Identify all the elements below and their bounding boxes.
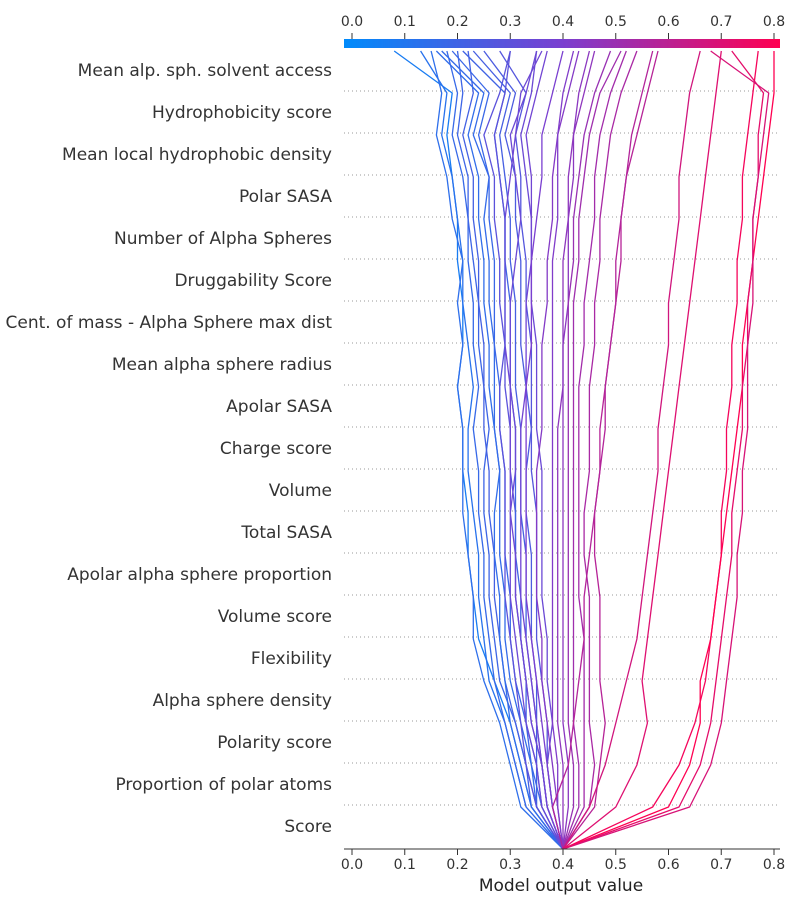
bottom-tick-label: 0.4 <box>552 857 574 873</box>
x-axis-title: Model output value <box>479 876 643 896</box>
series-line <box>451 50 564 850</box>
series-line <box>562 50 701 850</box>
series-line <box>483 50 564 850</box>
bottom-tick-label: 0.8 <box>763 857 785 873</box>
feature-label: Total SASA <box>240 523 332 543</box>
series-line <box>441 50 564 850</box>
bottom-tick-label: 0.1 <box>394 857 416 873</box>
feature-label: Charge score <box>220 439 332 459</box>
feature-label: Apolar alpha sphere proportion <box>67 565 332 585</box>
series-line <box>562 50 765 850</box>
bottom-tick-label: 0.7 <box>710 857 732 873</box>
bottom-tick-label: 0.0 <box>341 857 363 873</box>
top-tick-label: 0.3 <box>499 14 521 30</box>
feature-label: Apolar SASA <box>226 397 332 417</box>
series-line <box>430 50 564 850</box>
series-line <box>562 50 612 850</box>
series-line <box>562 50 591 850</box>
series-line <box>562 50 622 850</box>
feature-label: Polar SASA <box>239 187 332 207</box>
series-line <box>551 50 575 850</box>
grid-lines <box>344 90 780 806</box>
series-line <box>504 50 564 850</box>
series-line <box>520 50 564 850</box>
series-line <box>562 50 627 850</box>
colorbar <box>344 39 780 48</box>
top-tick-label: 0.7 <box>710 14 732 30</box>
series-line <box>435 50 564 850</box>
bottom-axis: 0.0 0.1 0.2 0.3 0.4 0.5 0.6 0.7 0.8 <box>341 849 785 873</box>
feature-label: Volume score <box>218 607 332 627</box>
feature-label: Score <box>284 817 332 837</box>
feature-label: Mean local hydrophobic density <box>62 145 332 165</box>
feature-label: Hydrophobicity score <box>152 103 332 123</box>
top-tick-label: 0.5 <box>605 14 627 30</box>
feature-label: Number of Alpha Spheres <box>114 229 332 249</box>
feature-label: Alpha sphere density <box>153 691 332 711</box>
top-tick-label: 0.0 <box>341 14 363 30</box>
top-tick-label: 0.6 <box>657 14 679 30</box>
feature-label: Druggability Score <box>174 271 332 291</box>
series-line <box>562 50 659 850</box>
feature-label: Mean alp. sph. solvent access <box>78 61 332 81</box>
bottom-tick-label: 0.2 <box>446 857 468 873</box>
series-line <box>493 50 564 850</box>
series-line <box>509 50 564 850</box>
feature-label: Mean alpha sphere radius <box>112 355 332 375</box>
series-line <box>562 50 722 850</box>
series-line <box>535 50 580 850</box>
series-line <box>557 50 596 849</box>
top-tick-label: 0.4 <box>552 14 574 30</box>
feature-label: Proportion of polar atoms <box>115 775 332 795</box>
series-line <box>420 50 564 850</box>
top-tick-label: 0.1 <box>394 14 416 30</box>
series-line <box>562 50 770 850</box>
series-line <box>562 50 759 850</box>
feature-label: Flexibility <box>251 649 332 669</box>
series-line <box>462 50 564 850</box>
series-line <box>551 50 654 850</box>
top-tick-label: 0.2 <box>446 14 468 30</box>
top-axis: 0.0 0.1 0.2 0.3 0.4 0.5 0.6 0.7 0.8 <box>341 14 785 39</box>
top-tick-label: 0.8 <box>763 14 785 30</box>
series-line <box>562 50 638 850</box>
bottom-tick-label: 0.5 <box>605 857 627 873</box>
series-line <box>446 50 564 850</box>
feature-label: Volume <box>269 481 332 501</box>
feature-label: Polarity score <box>217 733 332 753</box>
feature-label: Cent. of mass - Alpha Sphere max dist <box>5 313 332 333</box>
bottom-tick-label: 0.3 <box>499 857 521 873</box>
feature-labels: Mean alp. sph. solvent access Hydrophobic… <box>5 61 332 837</box>
series-line <box>562 51 775 850</box>
series-lines <box>393 50 775 850</box>
bottom-tick-label: 0.6 <box>657 857 679 873</box>
series-line <box>525 50 564 850</box>
